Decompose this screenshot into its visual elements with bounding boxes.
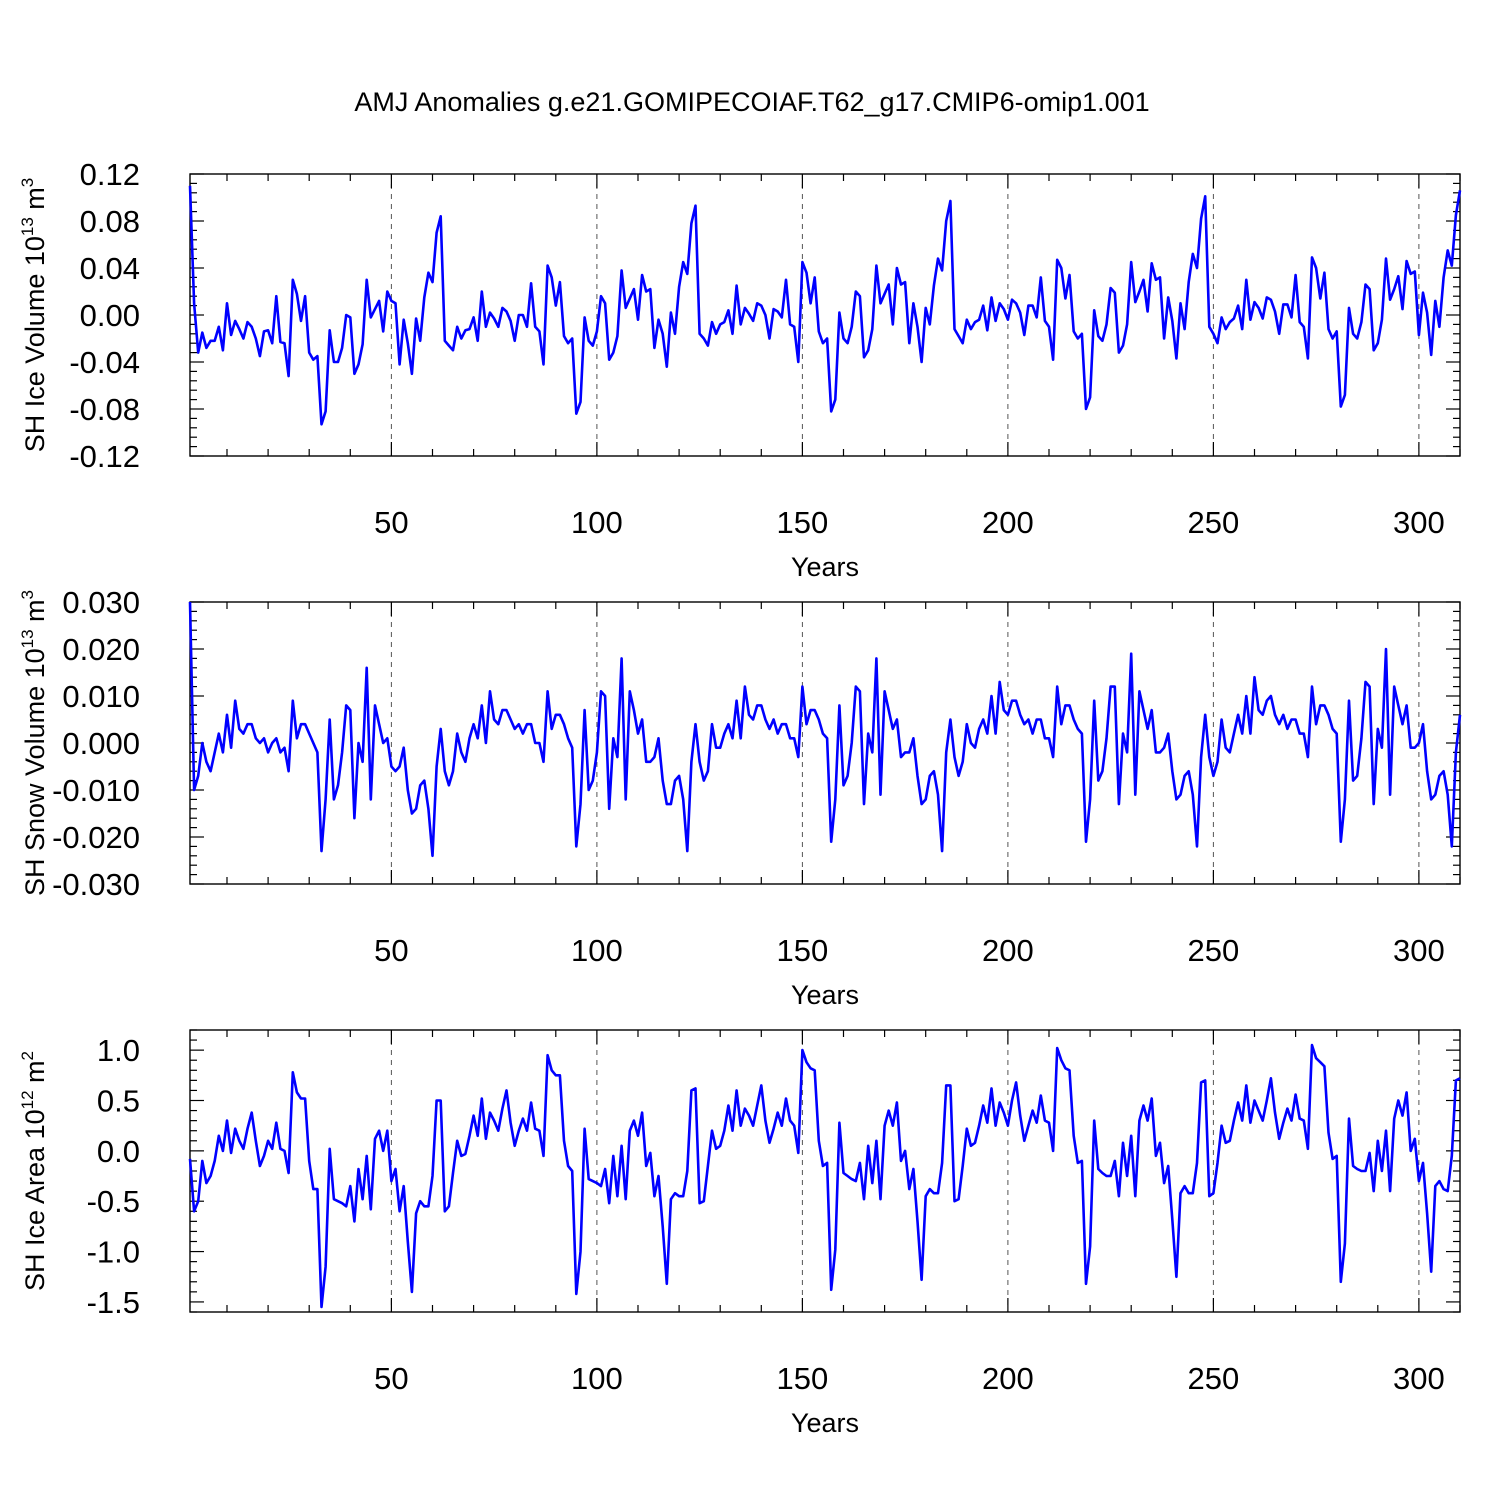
- y-tick-label: 0.0: [97, 1134, 140, 1169]
- x-tick-label: 50: [374, 505, 408, 540]
- x-tick-label: 50: [374, 933, 408, 968]
- y-tick-label: 0.020: [62, 632, 140, 667]
- y-tick-label: -0.010: [52, 773, 140, 808]
- x-tick-label: 150: [777, 933, 829, 968]
- x-tick-label: 200: [982, 505, 1034, 540]
- y-tick-label: 1.0: [97, 1033, 140, 1068]
- y-tick-label: 0.12: [80, 157, 140, 192]
- x-tick-label: 100: [571, 505, 623, 540]
- y-tick-label: 0.08: [80, 204, 140, 239]
- y-tick-label: -0.04: [69, 345, 140, 380]
- series-line-ice-area: [188, 1043, 1461, 1309]
- y-tick-label: -1.5: [87, 1285, 140, 1320]
- y-tick-label: -1.0: [87, 1235, 140, 1270]
- x-tick-label: 150: [777, 505, 829, 540]
- x-tick-label: 100: [571, 1361, 623, 1396]
- y-axis-label: SH Ice Volume 1013 m3: [18, 178, 50, 453]
- y-tick-label: 0.010: [62, 679, 140, 714]
- y-tick-label: -0.030: [52, 867, 140, 902]
- x-tick-label: 150: [777, 1361, 829, 1396]
- y-tick-label: -0.020: [52, 820, 140, 855]
- plot-frame: [189, 1029, 1461, 1313]
- panel-ice-volume: -0.12 -0.08 -0.04 0.00 0.04 0.08 0.12 50 100 150 2…: [18, 157, 1462, 582]
- plot-frame: [189, 173, 1461, 457]
- panel-snow-volume: -0.030 -0.020 -0.010 0.000 0.010 0.020 0.030 50…: [18, 585, 1462, 1010]
- y-tick-label: -0.12: [69, 439, 140, 474]
- x-axis-label: Years: [791, 1408, 859, 1438]
- x-tick-label: 250: [1188, 1361, 1240, 1396]
- x-axis-label: Years: [791, 980, 859, 1010]
- panels: -0.12 -0.08 -0.04 0.00 0.04 0.08 0.12 50 100 150 2…: [18, 157, 1462, 1438]
- series-line-snow-volume: [188, 601, 1462, 858]
- x-tick-label: 200: [982, 1361, 1034, 1396]
- y-axis-label: SH Snow Volume 1013 m3: [18, 590, 50, 896]
- y-tick-label: 0.030: [62, 585, 140, 620]
- x-tick-label: 50: [374, 1361, 408, 1396]
- x-tick-label: 100: [571, 933, 623, 968]
- y-axis-label: SH Ice Area 1012 m2: [18, 1051, 50, 1291]
- y-tick-label: -0.08: [69, 392, 140, 427]
- x-axis-label: Years: [791, 552, 859, 582]
- chart-title: AMJ Anomalies g.e21.GOMIPECOIAF.T62_g17.…: [354, 87, 1149, 117]
- x-tick-label: 300: [1393, 1361, 1445, 1396]
- panel-ice-area: -1.5 -1.0 -0.5 0.0 0.5 1.0 50 100 150 200 250 300 Ye…: [18, 1029, 1461, 1438]
- y-tick-label: 0.04: [80, 251, 140, 286]
- y-tick-label: 0.000: [62, 726, 140, 761]
- plot-frame: [189, 601, 1461, 885]
- x-tick-label: 300: [1393, 505, 1445, 540]
- y-tick-label: 0.5: [97, 1084, 140, 1119]
- y-tick-label: 0.00: [80, 298, 140, 333]
- x-tick-label: 300: [1393, 933, 1445, 968]
- x-tick-label: 250: [1188, 933, 1240, 968]
- series-line-ice-volume: [188, 185, 1462, 426]
- x-tick-label: 200: [982, 933, 1034, 968]
- y-tick-label: -0.5: [87, 1184, 140, 1219]
- x-tick-label: 250: [1188, 505, 1240, 540]
